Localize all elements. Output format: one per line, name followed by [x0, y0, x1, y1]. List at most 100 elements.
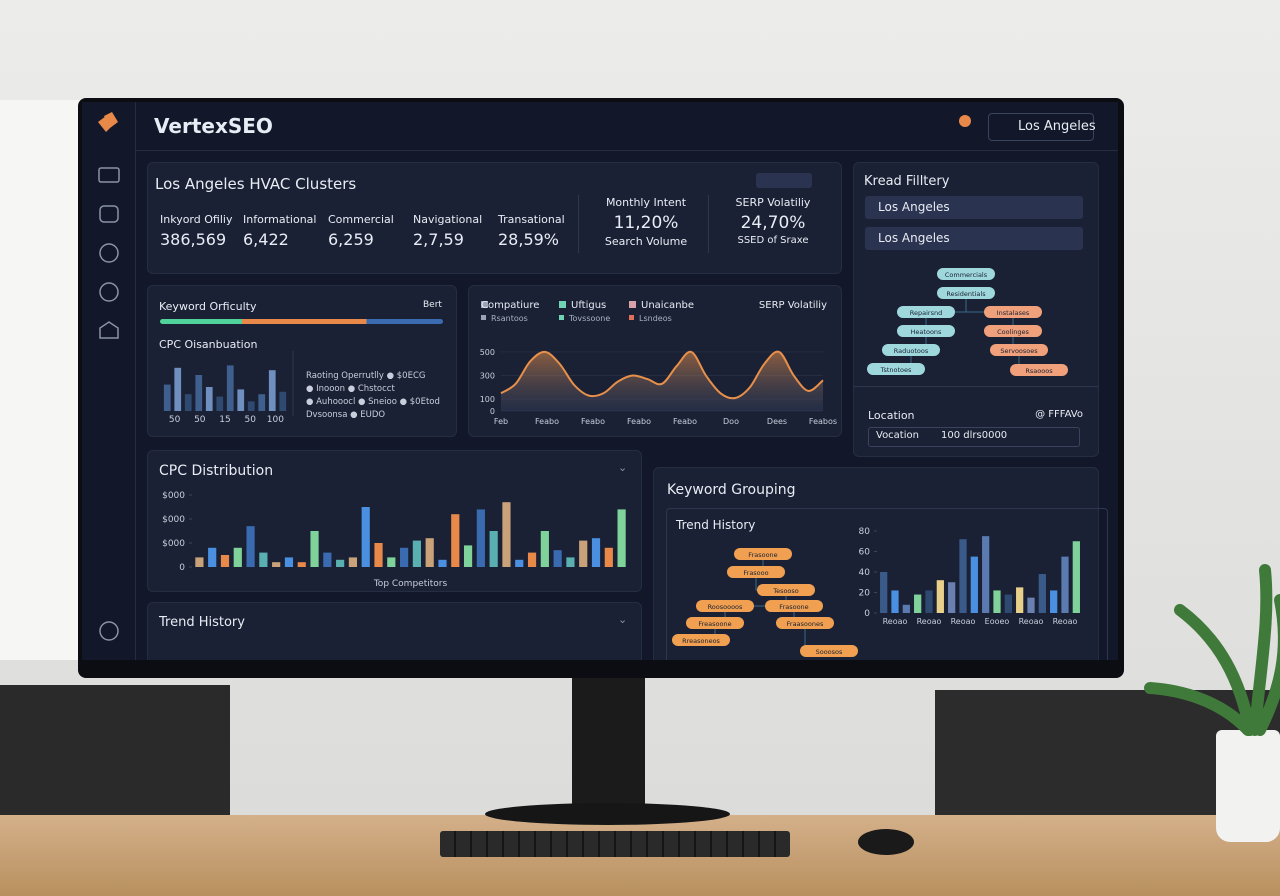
bar [216, 396, 224, 411]
x-tick-label: 50 [194, 415, 206, 425]
legend-label: Compatiure [481, 300, 539, 311]
tree-node [727, 566, 785, 578]
tree-label: Heatoons [911, 328, 942, 336]
x-tick-label: Feb [494, 417, 508, 426]
tree-label: Raduotoos [894, 347, 929, 355]
select-label: Vocation [876, 430, 919, 441]
plant-pot [1216, 730, 1280, 842]
bar [476, 509, 485, 567]
option-text: Los Angeles [878, 231, 950, 245]
notification[interactable] [959, 115, 971, 127]
x-tick-label: 100 [267, 415, 284, 425]
trend-panel: Trend History ⌄ [147, 602, 642, 660]
bar [880, 572, 888, 613]
keyboard [440, 831, 790, 857]
metric-label: Inkyord Ofiliy [160, 213, 233, 226]
x-tick-label: Feabo [673, 417, 697, 426]
bar [982, 536, 990, 613]
monitor-base [485, 803, 730, 825]
y-tick-label: 0 [864, 609, 870, 619]
location-text: Los Angeles [1018, 119, 1096, 134]
bar [527, 552, 537, 567]
legend-swatch [481, 315, 486, 320]
bar [1004, 594, 1012, 613]
tree-label: Frasoone [748, 551, 777, 559]
bar [174, 367, 182, 411]
panel-title: Keyword Grouping [667, 482, 796, 498]
toolbar[interactable] [756, 173, 812, 188]
sidebar-icons [98, 112, 120, 641]
bar [195, 557, 204, 567]
bar [195, 375, 203, 411]
location-select[interactable]: Vocation 100 dlrs0000 [868, 427, 1080, 447]
bar [463, 545, 473, 567]
bar [489, 531, 498, 567]
clusters-panel: Los Angeles HVAC Clusters Inkyord Ofiliy… [147, 162, 842, 274]
bar [297, 562, 306, 567]
tree-node [897, 325, 955, 337]
bar [438, 559, 447, 567]
cabinet [0, 685, 230, 815]
x-tick-label: 50 [244, 415, 256, 425]
bar [1050, 590, 1058, 613]
bar [425, 538, 434, 567]
location-note: @ FFFAVo [1035, 409, 1083, 420]
bar [258, 394, 266, 411]
bar [936, 580, 944, 613]
bar [184, 394, 192, 411]
x-tick-label: Feabo [627, 417, 651, 426]
divider [854, 386, 1098, 387]
bar [914, 594, 922, 613]
bar [566, 557, 575, 567]
bar [591, 538, 601, 567]
option-text: Los Angeles [878, 200, 950, 214]
y-tick-label: $000 [162, 539, 185, 549]
metric-value: 6,259 [328, 230, 374, 249]
volatility-chart: Compatiure Uftigus Unaicanbe Rsantoos Tovsso… [480, 300, 837, 426]
bar [540, 531, 549, 567]
bar [205, 387, 213, 411]
bar [246, 526, 255, 567]
metric-value: 2,7,59 [413, 230, 464, 249]
x-tick-label: 15 [219, 415, 230, 425]
tree-node [984, 306, 1042, 318]
filter-tree: Commercials Residentials Repairsnd Instalas… [867, 268, 1068, 376]
tree-node [734, 548, 792, 560]
x-tick-label: Feabo [581, 417, 605, 426]
bar [412, 540, 421, 567]
y-tick-label: 500 [480, 348, 495, 357]
y-tick-label: 60 [859, 548, 871, 558]
legend-label: Lsndeos [639, 314, 672, 323]
bar [970, 556, 978, 613]
metric-label: Transational [498, 213, 565, 226]
select-value: 100 dlrs0000 [941, 430, 1008, 441]
y-tick-label: 20 [859, 589, 871, 599]
bar [226, 365, 234, 411]
location-label: Location [868, 409, 915, 422]
grouping-panel: Keyword Grouping Trend History 0 20 40 60 80… [653, 467, 1108, 660]
mouse [858, 829, 914, 855]
location-button[interactable]: Los Angeles [988, 113, 1096, 141]
inner-box [666, 508, 1108, 660]
bar [361, 507, 370, 567]
panel-title: Trend History [159, 615, 245, 630]
metric-value: 28,59% [498, 230, 560, 249]
chevron[interactable]: ⌄ [618, 613, 628, 626]
x-tick-label: 50 [169, 415, 181, 425]
tree-label: Instalases [997, 309, 1030, 317]
y-tick-label: 100 [480, 395, 495, 404]
bar [336, 559, 345, 567]
subtitle: CPC Oisanbuation [159, 338, 258, 351]
chevron[interactable]: ⌄ [618, 461, 628, 474]
difficulty-panel: Keyword Orficulty Bert CPC Oisanbuation … [147, 285, 457, 437]
x-tick-label: Reoao [883, 617, 908, 626]
filter-option[interactable]: Los Angeles [865, 227, 1083, 250]
tree-node [757, 584, 815, 596]
note: Dvsoonsa ● EUDO [306, 410, 385, 420]
y-tick-label: $000 [162, 491, 185, 501]
tree-label: Sooosos [816, 648, 843, 656]
filter-option[interactable]: Los Angeles [865, 196, 1083, 219]
legend-label: Tovssoone [568, 314, 610, 323]
x-tick-label: Reoao [951, 617, 976, 626]
stat-sub: Search Volume [604, 235, 688, 248]
